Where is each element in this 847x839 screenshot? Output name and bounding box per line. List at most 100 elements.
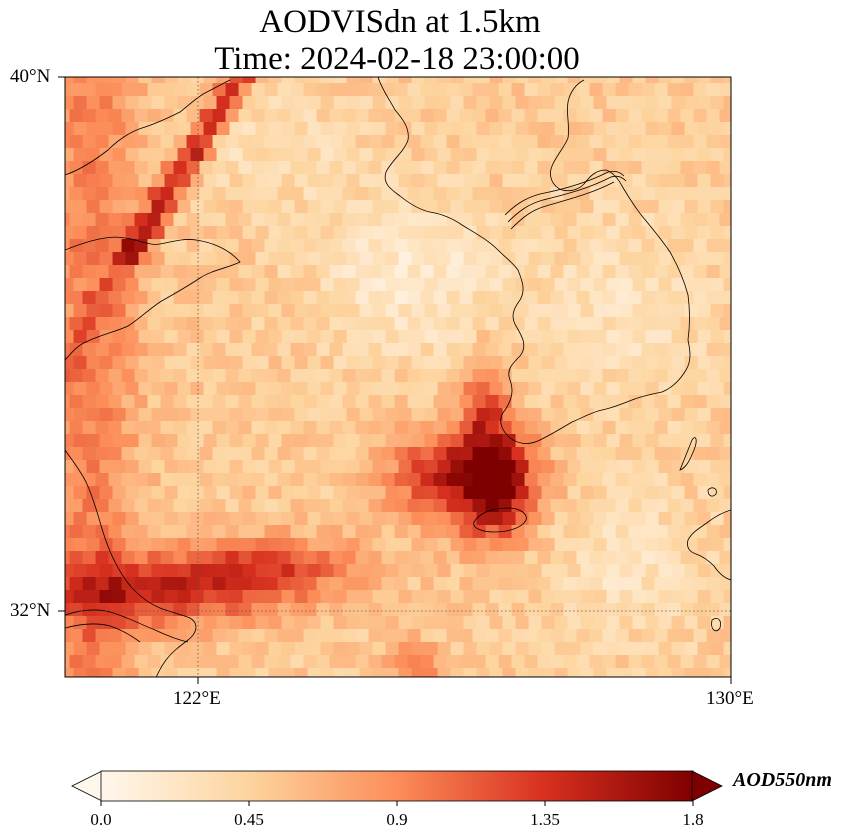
aod-cell [342,655,357,669]
aod-cell [307,148,322,162]
aod-cell [524,213,539,227]
aod-cell [147,83,162,97]
aod-cell [385,330,400,344]
aod-cell [138,200,153,214]
aod-cell [680,161,695,175]
aod-cell [69,343,84,357]
aod-cell [281,77,296,84]
aod-cell [693,655,708,669]
aod-cell [667,603,682,617]
aod-cell [264,291,279,305]
aod-cell [602,187,617,201]
aod-cell [710,486,725,500]
aod-cell [684,304,699,318]
aod-cell [450,486,465,500]
aod-cell [485,317,500,331]
aod-cell [632,616,647,630]
aod-cell [186,135,201,149]
aod-cell [203,278,218,292]
aod-cell [333,434,348,448]
aod-cell [320,616,335,630]
aod-cell [515,538,530,552]
aod-cell [541,382,556,396]
aod-cell [121,629,136,643]
aod-cell [134,161,149,175]
aod-cell [641,161,656,175]
aod-cell [73,486,88,500]
aod-cell [733,525,747,539]
aod-cell [355,655,370,669]
aod-cell [476,564,491,578]
aod-cell [750,330,764,344]
aod-cell [485,395,500,409]
aod-cell [563,109,578,123]
aod-cell [693,551,708,565]
aod-cell [524,161,539,175]
aod-cell [733,187,747,201]
aod-cell [229,122,244,136]
aod-cell [225,525,240,539]
aod-cell [476,642,491,656]
aod-cell [420,447,435,461]
aod-cell [108,655,123,669]
aod-cell [290,265,305,279]
aod-cell [251,499,266,513]
aod-cell [433,603,448,617]
aod-cell [86,460,101,474]
aod-cell [697,77,712,84]
aod-cell [69,317,84,331]
aod-cell [216,642,231,656]
aod-cell [463,616,478,630]
aod-cell [291,681,305,695]
aod-cell [615,213,630,227]
aod-cell [316,83,331,97]
aod-cell [550,83,565,97]
aod-cell [160,473,175,487]
aod-cell [225,161,240,175]
aod-cell [164,330,179,344]
aod-cell [576,291,591,305]
aod-cell [342,317,357,331]
aod-cell [615,291,630,305]
aod-cell [294,122,309,136]
aod-cell [86,252,101,266]
aod-cell [99,148,114,162]
aod-cell [203,538,218,552]
aod-cell [112,148,127,162]
aod-cell [433,291,448,305]
aod-cell [307,382,322,396]
aod-cell [186,187,201,201]
aod-cell [537,161,552,175]
aod-cell [398,382,413,396]
aod-cell [619,486,634,500]
aod-cell [472,395,487,409]
aod-cell [290,525,305,539]
aod-cell [515,148,530,162]
colorbar-tick-2: 0.9 [386,810,408,829]
aod-cell [99,408,114,422]
aod-cell [671,356,686,370]
aod-cell [567,486,582,500]
aod-cell [177,356,192,370]
aod-cell [238,577,253,591]
aod-cell [135,681,149,695]
aod-cell [333,174,348,188]
aod-cell [203,226,218,240]
aod-cell [746,369,760,383]
aod-cell [615,83,630,97]
aod-cell [437,304,452,318]
aod-cell [229,226,244,240]
aod-cell [541,356,556,370]
aod-cell [134,265,149,279]
aod-cell [95,421,110,435]
aod-cell [737,226,751,240]
aod-cell [303,629,318,643]
aod-cell [619,174,634,188]
aod-cell [502,304,517,318]
aod-cell [281,642,296,656]
aod-cell [238,473,253,487]
aod-cell [463,304,478,318]
aod-cell [424,538,439,552]
aod-cell [290,239,305,253]
aod-cell [138,408,153,422]
